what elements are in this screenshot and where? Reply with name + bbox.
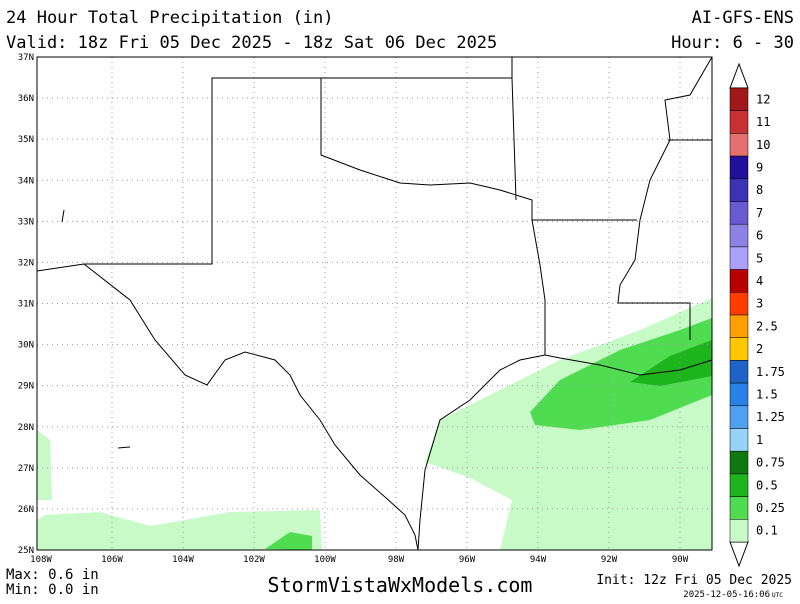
map-title: 24 Hour Total Precipitation (in) — [6, 8, 334, 28]
lon-label: 102W — [243, 555, 265, 565]
colorbar-label: 0.1 — [756, 524, 778, 538]
model-name: AI-GFS-ENS — [692, 8, 794, 28]
lon-label: 104W — [172, 555, 194, 565]
colorbar-swatch — [729, 87, 749, 111]
colorbar-swatch — [729, 428, 749, 452]
lon-label: 108W — [30, 555, 52, 565]
lon-label: 100W — [314, 555, 336, 565]
colorbar-label: 12 — [756, 92, 770, 106]
borders — [36, 56, 713, 551]
colorbar-label: 8 — [756, 183, 763, 197]
lat-label: 30N — [18, 341, 34, 351]
colorbar-swatch — [729, 155, 749, 180]
lat-label: 36N — [18, 94, 34, 104]
timestamp: 2025-12-05-16:06 — [683, 590, 770, 600]
colorbar-bottom-arrow — [729, 541, 749, 568]
colorbar-label: 0.25 — [756, 501, 785, 515]
lat-label: 32N — [18, 258, 34, 268]
lat-label: 31N — [18, 300, 34, 310]
max-value: Max: 0.6 in — [6, 567, 99, 583]
colorbar-label: 1 — [756, 433, 763, 447]
init-time: Init: 12z Fri 05 Dec 2025 — [596, 573, 792, 588]
precip-0.5 — [630, 340, 712, 386]
colorbar-label: 5 — [756, 251, 763, 265]
colorbar-swatch — [729, 246, 749, 270]
colorbar-label: 1.25 — [756, 410, 785, 424]
colorbar-swatch — [729, 473, 749, 497]
map-frame — [36, 56, 713, 551]
colorbar-label: 7 — [756, 206, 763, 220]
timestamp-utc: UTC — [772, 592, 783, 599]
precip-0.25 — [265, 532, 312, 550]
border-rio-grande — [83, 263, 419, 551]
colorbar-swatch — [729, 201, 749, 225]
colorbar-swatch — [729, 110, 749, 134]
lat-label: 29N — [18, 382, 34, 392]
min-value: Min: 0.0 in — [6, 582, 99, 598]
colorbar-swatch — [729, 337, 749, 361]
lat-label: 35N — [18, 135, 34, 145]
lon-label: 106W — [101, 555, 123, 565]
colorbar-label: 9 — [756, 160, 763, 174]
precip-0.1 — [37, 430, 52, 500]
state-border — [36, 57, 513, 272]
colorbar-label: 11 — [756, 115, 770, 129]
colorbar-swatch — [729, 360, 749, 384]
state-border — [531, 219, 546, 355]
precip-0.25 — [530, 318, 712, 430]
lat-label: 37N — [18, 53, 34, 63]
colorbar-label: 1.5 — [756, 387, 778, 401]
state-border — [320, 78, 637, 221]
colorbar-swatch — [729, 450, 749, 475]
lon-label: 94W — [530, 555, 547, 565]
colorbar-label: 3 — [756, 297, 763, 311]
lon-label: 98W — [388, 555, 405, 565]
state-border — [511, 77, 517, 201]
lon-label: 96W — [459, 555, 476, 565]
colorbar-top-arrow — [729, 62, 749, 89]
lat-label: 27N — [18, 464, 34, 474]
colorbar-swatch — [729, 519, 749, 543]
lat-label: 33N — [18, 217, 34, 227]
colorbar-label: 10 — [756, 138, 770, 152]
lon-label: 90W — [672, 555, 689, 565]
colorbar-swatch — [729, 314, 749, 338]
island — [117, 446, 131, 449]
colorbar-swatch — [729, 405, 749, 429]
colorbar-label: 2 — [756, 342, 763, 356]
colorbar-swatch — [729, 496, 749, 520]
island — [61, 209, 65, 223]
colorbar-swatch — [729, 223, 749, 248]
graticule — [37, 57, 712, 550]
colorbar: 12 11 10 9 8 7 6 5 4 3 2.5 2 1.75 1.5 1.25 1 0.75 0.5 0.25… — [729, 62, 785, 568]
precip-shading — [37, 298, 712, 550]
precip-0.1 — [37, 510, 322, 550]
lat-label: 34N — [18, 176, 34, 186]
colorbar-label: 1.75 — [756, 365, 785, 379]
lat-label: 26N — [18, 505, 34, 515]
colorbar-label: 2.5 — [756, 319, 778, 333]
colorbar-swatch — [729, 269, 749, 293]
colorbar-swatch — [729, 292, 749, 316]
site-name: StormVistaWxModels.com — [268, 573, 533, 597]
colorbar-label: 6 — [756, 229, 763, 243]
state-border — [617, 56, 713, 340]
colorbar-label: 0.5 — [756, 478, 778, 492]
valid-time: Valid: 18z Fri 05 Dec 2025 - 18z Sat 06 … — [6, 33, 497, 53]
lon-label: 92W — [601, 555, 618, 565]
map-area — [36, 56, 713, 551]
colorbar-swatch — [729, 133, 749, 157]
coastline — [417, 354, 713, 551]
colorbar-swatch — [729, 178, 749, 202]
colorbar-label: 0.75 — [756, 456, 785, 470]
lat-label: 25N — [18, 546, 34, 556]
lat-label: 28N — [18, 423, 34, 433]
colorbar-swatch — [729, 382, 749, 407]
colorbar-label: 4 — [756, 274, 763, 288]
forecast-hour: Hour: 6 - 30 — [671, 33, 794, 53]
